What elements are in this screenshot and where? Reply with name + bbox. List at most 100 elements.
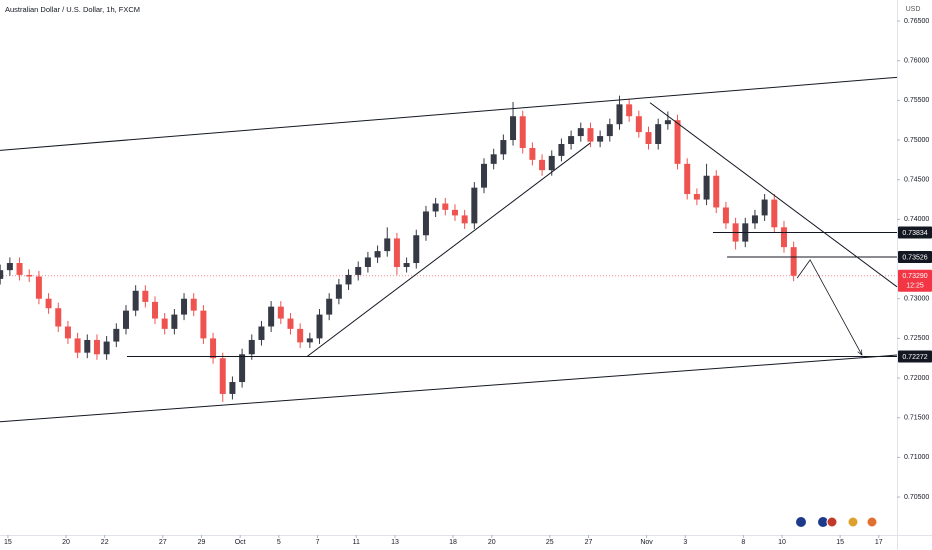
- y-tick-label: 0.73000: [904, 296, 929, 303]
- x-tick-label: 27: [585, 539, 593, 546]
- candle-body: [287, 318, 294, 329]
- candle-body: [335, 284, 342, 299]
- arrow: [796, 259, 862, 355]
- flag-icon: [847, 516, 859, 528]
- candle-body: [461, 215, 468, 224]
- candle-body: [451, 209, 458, 216]
- candle-body: [790, 247, 797, 276]
- candle-body: [529, 147, 536, 160]
- y-tick-label: 0.75500: [904, 97, 929, 104]
- candle-body: [93, 339, 100, 355]
- candle-body: [248, 339, 255, 355]
- candle-body: [268, 306, 275, 327]
- candle-body: [471, 187, 478, 224]
- candle-body: [684, 163, 691, 194]
- y-tick-label: 0.76000: [904, 58, 929, 65]
- candle-body: [74, 338, 81, 353]
- candle-body: [355, 266, 362, 275]
- candle-body: [384, 238, 391, 252]
- candle-body: [45, 298, 52, 309]
- flag-icon: [866, 516, 878, 528]
- candle-body: [577, 128, 584, 137]
- candle-body: [587, 128, 594, 142]
- candle-body: [326, 298, 333, 315]
- candle-body: [413, 235, 420, 264]
- x-tick-label: 5: [277, 539, 281, 546]
- x-tick-label: 25: [546, 539, 554, 546]
- price-badge: [898, 226, 932, 239]
- candle-body: [510, 116, 517, 141]
- x-tick-label: 17: [875, 539, 883, 546]
- candle-body: [210, 338, 217, 359]
- x-tick-label: 8: [741, 539, 745, 546]
- price-badge: [898, 250, 932, 263]
- candle-body: [297, 328, 304, 343]
- candle-body: [16, 263, 23, 275]
- candle-body: [655, 124, 662, 145]
- trend-line: [306, 142, 591, 358]
- y-tick-label: 0.72500: [904, 335, 929, 342]
- x-tick-label: 22: [101, 539, 109, 546]
- candle-body: [306, 338, 313, 343]
- candle-body: [364, 257, 371, 267]
- candle-body: [674, 120, 681, 164]
- last-price-label: 0.73290: [902, 273, 927, 280]
- candle-body: [26, 274, 33, 277]
- price-badge-label: 0.73834: [902, 230, 927, 237]
- candle-body: [171, 314, 178, 329]
- candle-body: [6, 263, 13, 271]
- candle-body: [722, 207, 729, 224]
- price-badge: [898, 350, 932, 363]
- candle-body: [122, 310, 129, 329]
- last-price-badge: [898, 269, 932, 292]
- y-tick-label: 0.76500: [904, 18, 929, 25]
- x-tick-label: 18: [449, 539, 457, 546]
- candle-body: [200, 310, 207, 339]
- x-tick-label: 11: [353, 539, 360, 546]
- candle-body: [277, 306, 284, 319]
- candle-body: [751, 215, 758, 224]
- candle-body: [616, 104, 623, 125]
- y-tick-label: 0.70500: [904, 494, 929, 501]
- y-tick-label: 0.72000: [904, 375, 929, 382]
- candle-body: [55, 308, 62, 327]
- y-tick-label: 0.71500: [904, 415, 929, 422]
- x-tick-label: 15: [4, 539, 12, 546]
- candle-body: [152, 301, 159, 319]
- candle-body: [548, 155, 555, 171]
- candle-body: [693, 193, 700, 200]
- candle-body: [490, 154, 497, 164]
- price-badge-label: 0.73526: [902, 254, 927, 261]
- candle-body: [664, 120, 671, 125]
- candle-body: [481, 163, 488, 188]
- candle-body: [132, 290, 139, 311]
- x-tick-label: 29: [198, 539, 206, 546]
- y-tick-label: 0.74000: [904, 216, 929, 223]
- candle-body: [713, 175, 720, 208]
- candle-body: [113, 328, 120, 342]
- chart-title: Australian Dollar / U.S. Dollar, 1h, FXC…: [5, 5, 140, 14]
- candle-body: [142, 290, 149, 302]
- trend-line: [0, 354, 898, 423]
- candle-body: [635, 116, 642, 133]
- x-tick-label: 15: [836, 539, 844, 546]
- candle-body: [626, 104, 633, 117]
- event-icons: [796, 516, 878, 528]
- candle-body: [181, 298, 188, 315]
- candle-body: [190, 298, 197, 311]
- candle-body: [229, 382, 236, 394]
- candle-body: [345, 274, 352, 285]
- currency-label: USD: [906, 6, 921, 13]
- x-tick-label: 3: [683, 539, 687, 546]
- x-tick-label: 20: [488, 539, 496, 546]
- candle-body: [239, 354, 246, 383]
- candle-body: [0, 270, 4, 279]
- candle-body: [442, 203, 449, 210]
- candle-body: [374, 251, 381, 258]
- candle-body: [219, 358, 226, 394]
- candle-body: [606, 124, 613, 137]
- x-tick-label: 7: [316, 539, 320, 546]
- x-tick-label: 10: [778, 539, 786, 546]
